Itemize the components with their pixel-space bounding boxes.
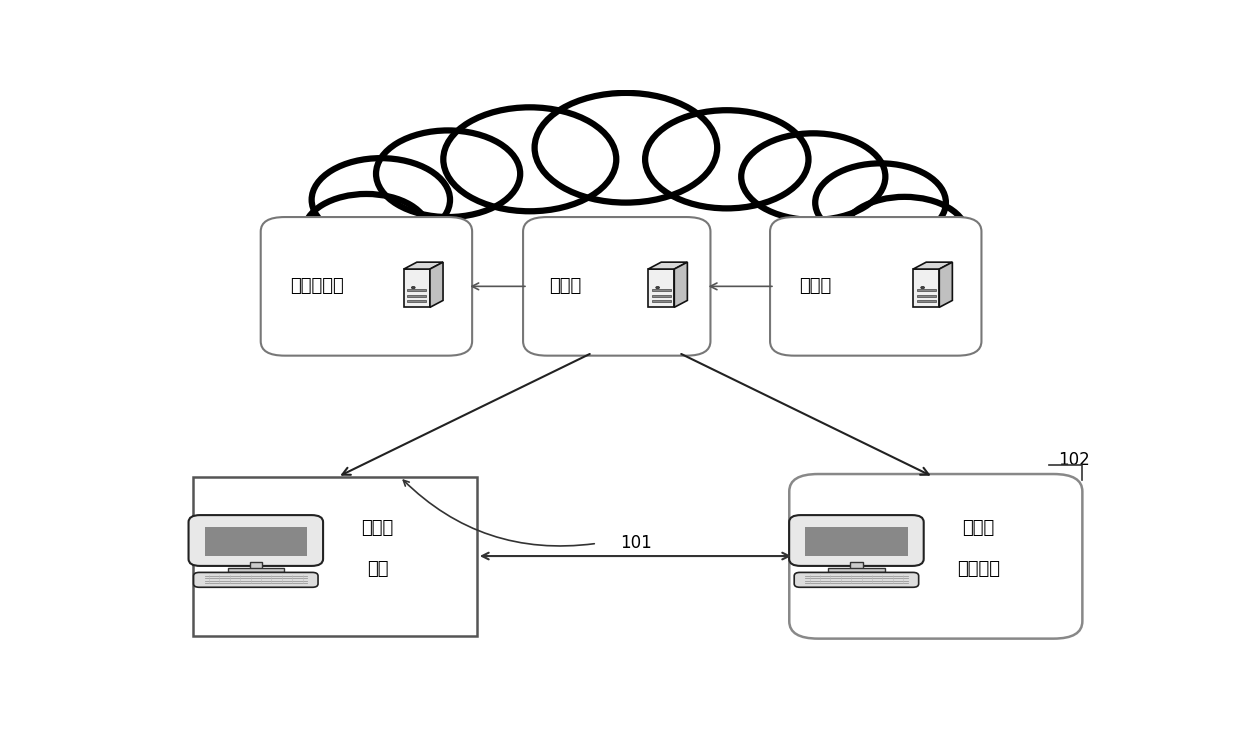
Circle shape — [412, 286, 415, 289]
FancyBboxPatch shape — [789, 515, 924, 566]
Polygon shape — [649, 262, 687, 269]
Text: 102: 102 — [1058, 451, 1090, 469]
Text: 接口机: 接口机 — [549, 278, 582, 296]
Polygon shape — [675, 262, 687, 308]
FancyBboxPatch shape — [523, 217, 711, 356]
Bar — [193, 477, 477, 636]
Circle shape — [444, 107, 616, 211]
Bar — [652, 289, 671, 291]
Bar — [916, 289, 936, 291]
Circle shape — [645, 110, 808, 209]
Ellipse shape — [362, 196, 900, 295]
Bar — [828, 568, 884, 572]
Circle shape — [311, 158, 450, 242]
Bar — [228, 568, 284, 572]
FancyBboxPatch shape — [794, 572, 919, 587]
Circle shape — [304, 229, 419, 298]
FancyBboxPatch shape — [404, 269, 430, 308]
Bar — [805, 527, 908, 556]
FancyBboxPatch shape — [649, 269, 675, 308]
Bar — [249, 562, 262, 569]
Circle shape — [742, 134, 885, 220]
Text: 代理机: 代理机 — [799, 278, 831, 296]
Bar — [652, 300, 671, 302]
Circle shape — [815, 164, 946, 242]
Text: 客户端: 客户端 — [362, 519, 394, 537]
FancyBboxPatch shape — [188, 515, 324, 566]
Circle shape — [534, 93, 717, 202]
Circle shape — [656, 286, 660, 289]
Bar — [408, 300, 427, 302]
Text: 连麦观众: 连麦观众 — [957, 560, 999, 578]
Polygon shape — [913, 262, 952, 269]
Circle shape — [304, 194, 429, 269]
FancyBboxPatch shape — [193, 572, 317, 587]
FancyBboxPatch shape — [789, 474, 1083, 639]
Bar — [916, 300, 936, 302]
FancyBboxPatch shape — [913, 269, 939, 308]
FancyBboxPatch shape — [260, 217, 472, 356]
Circle shape — [376, 130, 521, 217]
Text: 流控服务器: 流控服务器 — [290, 278, 343, 296]
Bar — [652, 295, 671, 298]
Polygon shape — [939, 262, 952, 308]
Bar — [851, 562, 863, 569]
Text: 101: 101 — [620, 534, 651, 552]
Bar — [205, 527, 308, 556]
FancyBboxPatch shape — [770, 217, 982, 356]
Text: 主播: 主播 — [367, 560, 388, 578]
Text: 客户端: 客户端 — [962, 519, 994, 537]
Polygon shape — [404, 262, 443, 269]
Bar — [916, 295, 936, 298]
Bar — [408, 295, 427, 298]
Circle shape — [921, 286, 925, 289]
Circle shape — [828, 232, 942, 301]
Circle shape — [842, 196, 967, 272]
Polygon shape — [430, 262, 443, 308]
Bar — [408, 289, 427, 291]
